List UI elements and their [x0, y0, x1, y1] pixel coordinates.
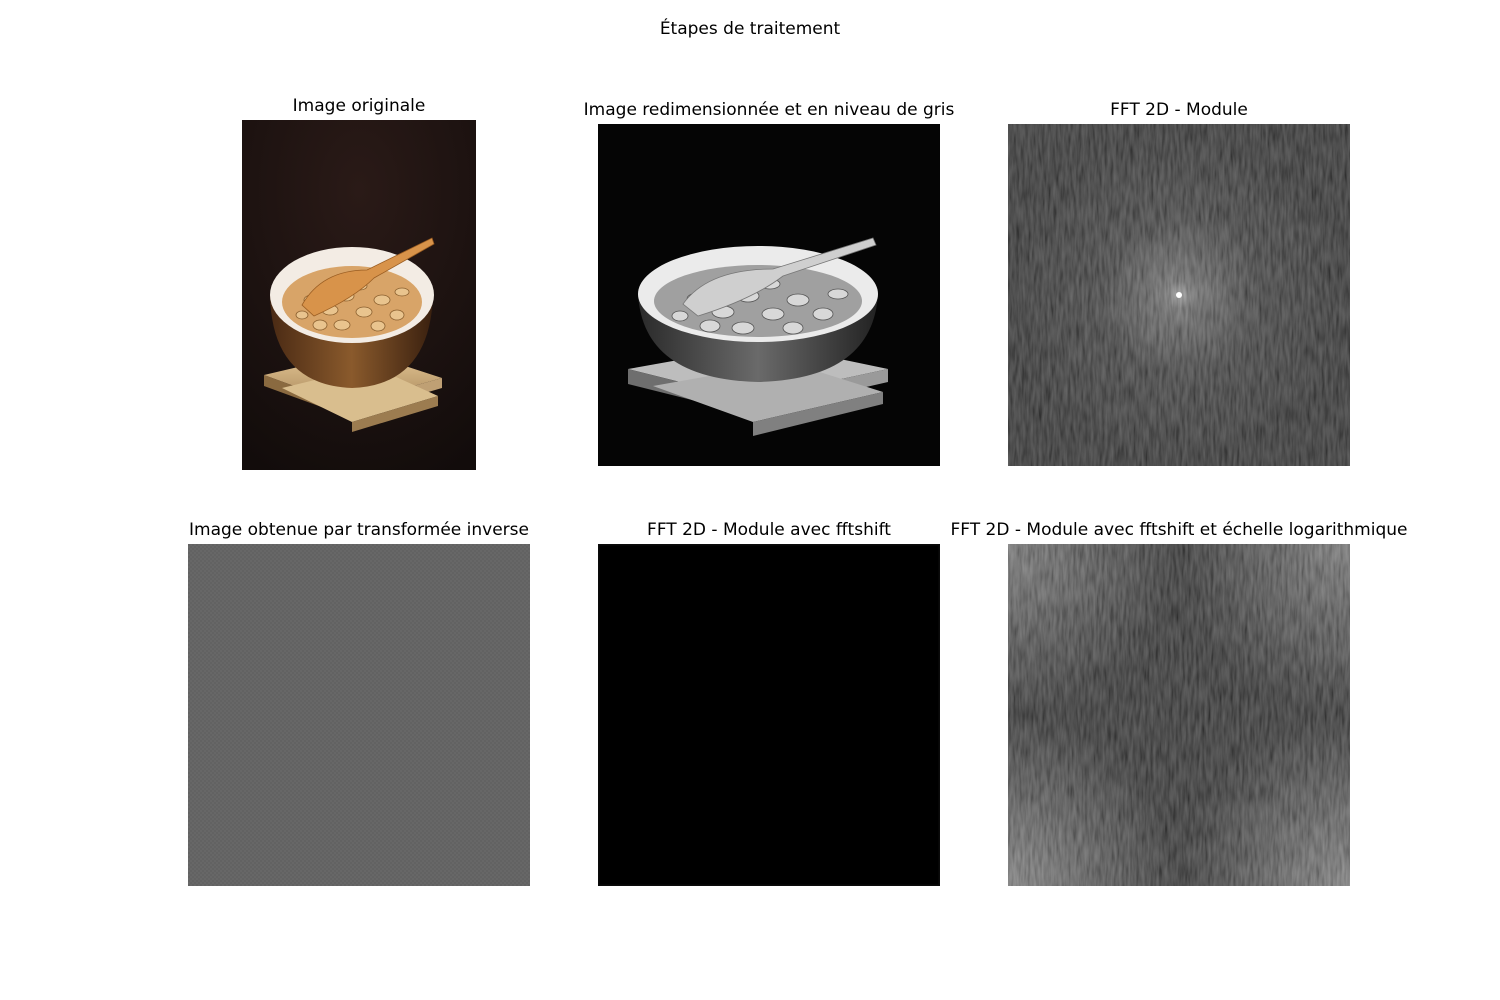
- panel-title-grayscale: Image redimensionnée et en niveau de gri…: [560, 100, 978, 120]
- fftshift-module-image: [598, 544, 940, 886]
- panel-title-fft-module: FFT 2D - Module: [1008, 100, 1350, 120]
- original-image: [242, 120, 476, 470]
- panel-title-inverse: Image obtenue par transformée inverse: [150, 520, 568, 540]
- inverse-transform-image: [188, 544, 530, 886]
- grayscale-image: [598, 124, 940, 466]
- fftshift-log-image: [1008, 544, 1350, 886]
- fft-module-image: [1008, 124, 1350, 466]
- figure-title: Étapes de traitement: [0, 19, 1500, 39]
- panel-title-original: Image originale: [242, 96, 476, 116]
- panel-title-fftshift-log: FFT 2D - Module avec fftshift et échelle…: [950, 520, 1408, 540]
- panel-title-fftshift: FFT 2D - Module avec fftshift: [598, 520, 940, 540]
